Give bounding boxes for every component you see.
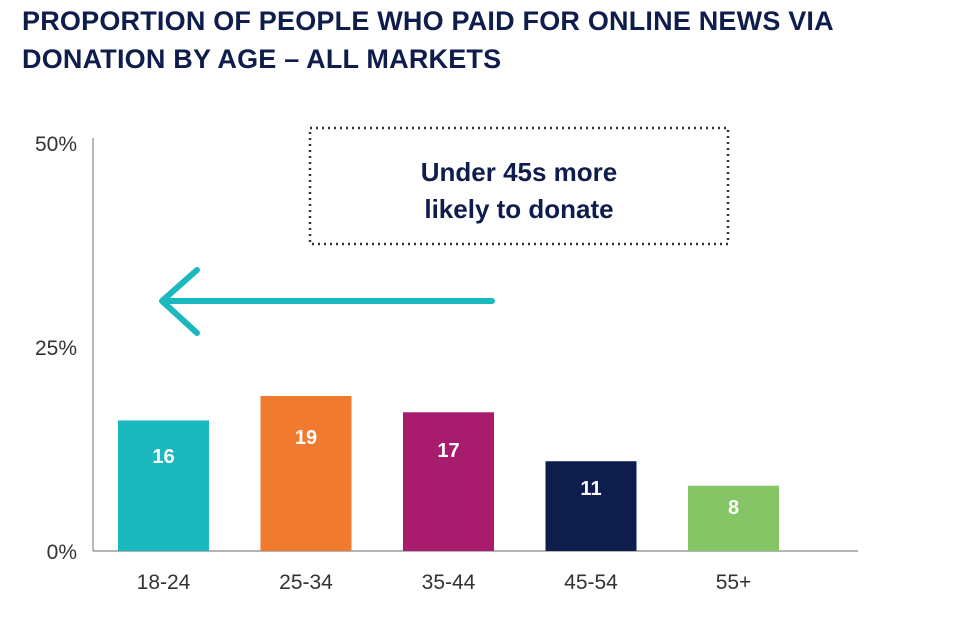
- annotation-text-line: likely to donate: [424, 194, 613, 224]
- bar-35-44: [403, 412, 494, 551]
- data-labels: 16 19 17 11 8: [152, 427, 739, 519]
- data-label: 8: [728, 497, 739, 519]
- data-label: 16: [152, 446, 174, 468]
- x-tick-label: 25-34: [279, 571, 333, 594]
- bar-55+: [688, 485, 779, 551]
- y-axis-ticks: 0% 25% 50%: [35, 133, 77, 564]
- data-label: 11: [580, 478, 601, 500]
- chart-title-line-1: PROPORTION OF PEOPLE WHO PAID FOR ONLINE…: [22, 6, 834, 36]
- arrow-left-icon: [159, 267, 200, 336]
- y-tick-label: 0%: [47, 541, 77, 564]
- data-label: 19: [295, 427, 317, 449]
- x-tick-label: 35-44: [422, 571, 476, 594]
- x-tick-label: 45-54: [564, 571, 618, 594]
- chart-title: PROPORTION OF PEOPLE WHO PAID FOR ONLINE…: [22, 2, 947, 78]
- data-label: 17: [437, 440, 459, 462]
- bar-45-54: [545, 461, 637, 551]
- x-axis-ticks: 18-24 25-34 35-44 45-54 55+: [137, 571, 752, 594]
- x-tick-label: 18-24: [137, 571, 191, 594]
- bar-25-34: [260, 395, 352, 551]
- y-tick-label: 50%: [35, 133, 77, 156]
- bar-18-24: [118, 420, 209, 551]
- annotation-box: [308, 126, 730, 246]
- bars: [118, 395, 779, 551]
- x-tick-label: 55+: [716, 571, 752, 594]
- annotation-text-line: Under 45s more: [421, 157, 618, 187]
- annotation: Under 45s more likely to donate: [159, 126, 730, 336]
- chart-title-line-2: DONATION BY AGE – ALL MARKETS: [22, 44, 502, 74]
- y-tick-label: 25%: [35, 337, 77, 360]
